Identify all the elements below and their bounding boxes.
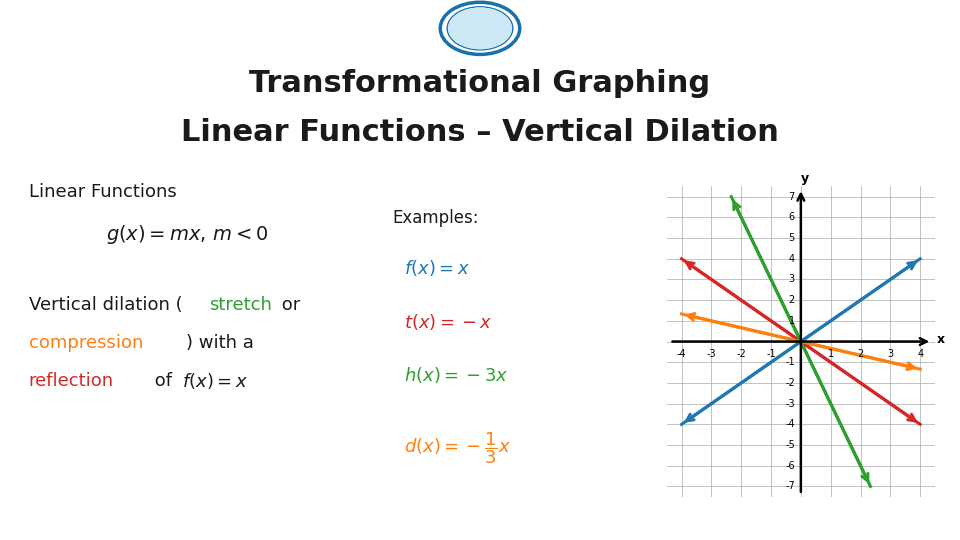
Text: $t(x) = -x$: $t(x) = -x$: [404, 312, 492, 332]
Text: 7: 7: [789, 192, 795, 201]
Text: 6: 6: [789, 212, 795, 222]
Text: -3: -3: [707, 349, 716, 359]
Text: -6: -6: [785, 461, 795, 471]
Text: $f(x) = x$: $f(x) = x$: [404, 259, 469, 279]
Text: $h(x) = -3x$: $h(x) = -3x$: [404, 364, 509, 385]
Text: $d(x) = -\dfrac{1}{3}x$: $d(x) = -\dfrac{1}{3}x$: [404, 430, 511, 465]
Text: y: y: [802, 172, 809, 185]
Text: -2: -2: [736, 349, 746, 359]
Text: -4: -4: [785, 420, 795, 429]
Text: 1: 1: [789, 316, 795, 326]
Text: -3: -3: [785, 399, 795, 409]
Text: -4: -4: [677, 349, 686, 359]
Text: -1: -1: [785, 357, 795, 367]
Circle shape: [448, 8, 512, 49]
Text: reflection: reflection: [29, 372, 114, 390]
Text: 3: 3: [789, 274, 795, 285]
Text: or: or: [276, 296, 300, 314]
Text: 1: 1: [828, 349, 833, 359]
Text: ) with a: ) with a: [186, 334, 254, 352]
Text: of: of: [149, 372, 178, 390]
Text: -7: -7: [785, 482, 795, 491]
Text: Linear Functions – Vertical Dilation: Linear Functions – Vertical Dilation: [181, 118, 779, 147]
Text: 4: 4: [789, 254, 795, 264]
Text: stretch: stretch: [209, 296, 272, 314]
Text: -5: -5: [785, 440, 795, 450]
Text: compression: compression: [29, 334, 143, 352]
Text: Linear Functions: Linear Functions: [29, 183, 177, 201]
Text: $g\left(x\right)=mx,\,m<0$: $g\left(x\right)=mx,\,m<0$: [106, 224, 268, 246]
Text: Transformational Graphing: Transformational Graphing: [250, 69, 710, 98]
Text: 2: 2: [857, 349, 864, 359]
Text: -1: -1: [766, 349, 776, 359]
Text: Vertical dilation (: Vertical dilation (: [29, 296, 182, 314]
Text: Examples:: Examples:: [393, 208, 479, 227]
Text: -2: -2: [785, 378, 795, 388]
Text: x: x: [937, 333, 945, 346]
Text: 3: 3: [887, 349, 894, 359]
Text: 2: 2: [789, 295, 795, 305]
Text: $f\left(x\right)=x$: $f\left(x\right)=x$: [182, 370, 249, 391]
Text: 4: 4: [917, 349, 924, 359]
Text: 5: 5: [789, 233, 795, 243]
